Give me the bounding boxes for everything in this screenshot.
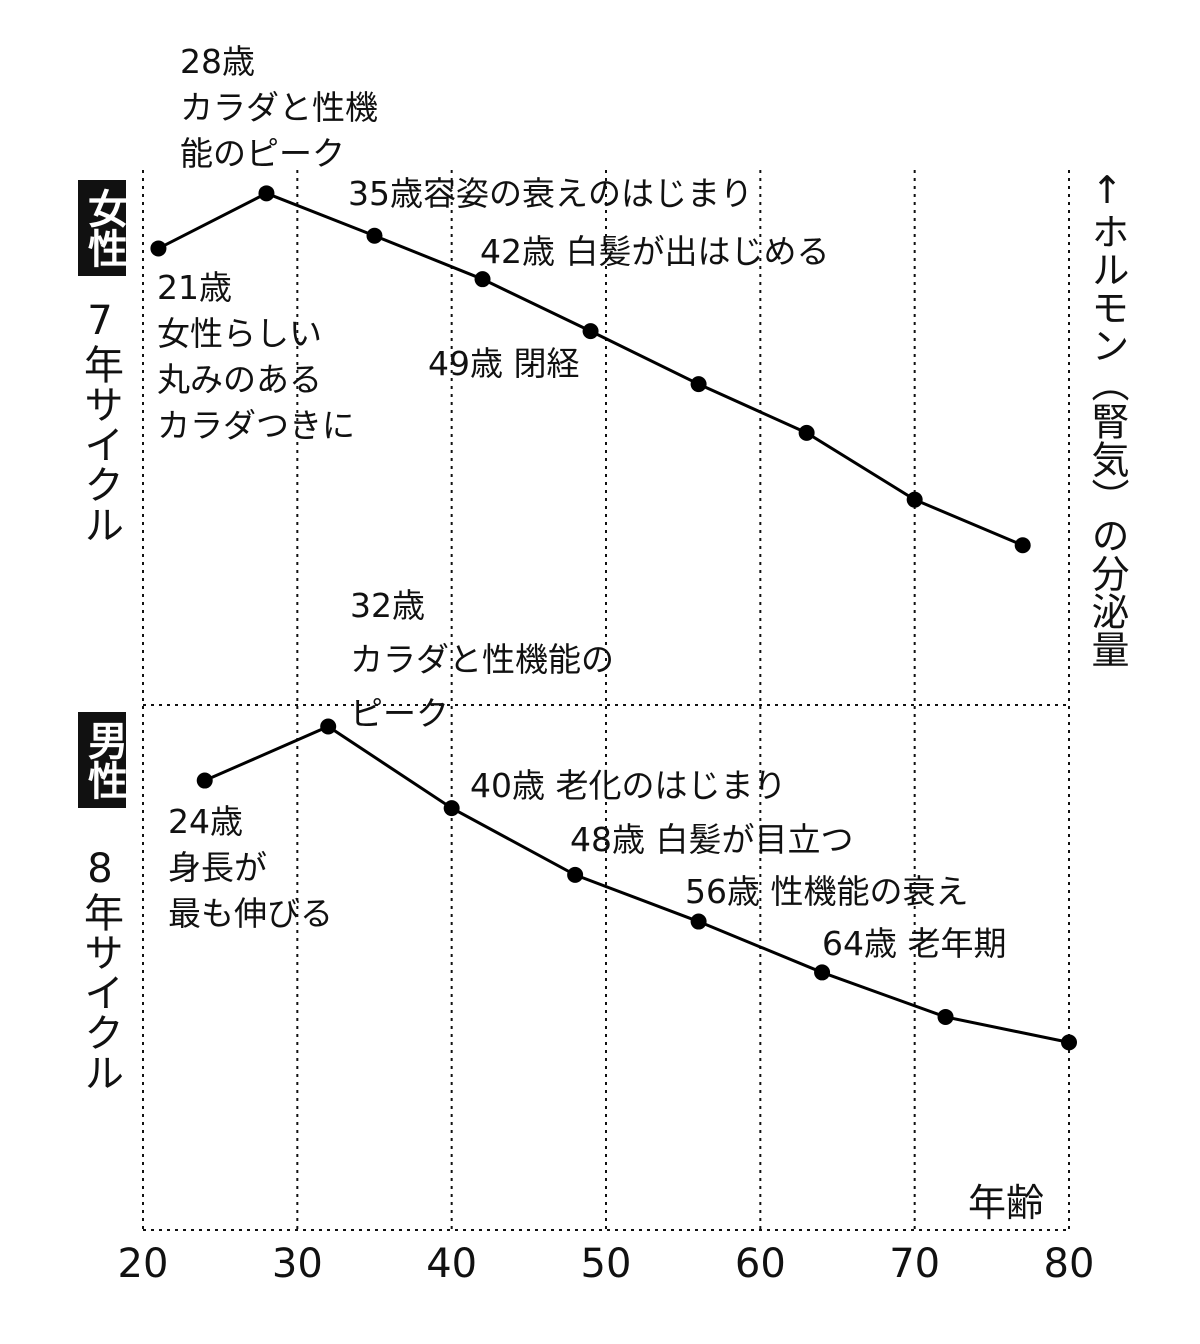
annotation: 丸みのある xyxy=(157,360,322,399)
annotation: 40歳 老化のはじまり xyxy=(470,766,786,805)
x-tick-label: 50 xyxy=(581,1241,632,1287)
data-point xyxy=(443,800,460,817)
data-point xyxy=(258,185,275,202)
annotation: 能のピーク xyxy=(180,134,345,173)
x-tick-label: 20 xyxy=(118,1241,169,1287)
annotation: 42歳 白髪が出はじめる xyxy=(480,232,829,271)
annotation: 49歳 閉経 xyxy=(428,344,579,383)
y-axis-label: ↑ホルモン（腎気）の分泌量 xyxy=(1085,168,1129,668)
x-tick-label: 60 xyxy=(735,1241,786,1287)
data-point xyxy=(196,772,213,789)
annotation: カラダつきに xyxy=(157,406,355,445)
data-point xyxy=(690,913,707,930)
cycle-label: 7年サイクル xyxy=(77,298,123,544)
annotation: 32歳 xyxy=(350,586,425,625)
annotation: 21歳 xyxy=(157,268,232,307)
annotation: 最も伸びる xyxy=(168,894,333,933)
annotation: ピーク xyxy=(350,694,449,733)
annotation: 女性らしい xyxy=(157,314,322,353)
annotation: 56歳 性機能の衰え xyxy=(685,872,968,911)
annotation: カラダと性機 xyxy=(180,88,378,127)
annotation: 35歳容姿の衰えのはじまり xyxy=(348,174,753,213)
x-tick-label: 70 xyxy=(889,1241,940,1287)
annotation: 24歳 xyxy=(168,802,243,841)
data-point xyxy=(1061,1034,1077,1051)
data-point xyxy=(937,1008,954,1025)
series-label: 男性 xyxy=(78,712,127,808)
data-point xyxy=(798,424,815,441)
series-label: 女性 xyxy=(78,180,127,276)
data-point xyxy=(582,323,599,340)
data-point xyxy=(690,376,707,393)
x-tick-label: 80 xyxy=(1044,1241,1095,1287)
x-tick-label: 30 xyxy=(272,1241,323,1287)
data-point xyxy=(906,491,923,508)
x-axis-label: 年齢 xyxy=(968,1181,1045,1225)
data-point xyxy=(1014,537,1031,554)
data-point xyxy=(567,866,584,883)
annotation: 身長が xyxy=(168,848,267,887)
annotation: 48歳 白髪が目立つ xyxy=(570,820,853,859)
data-point xyxy=(320,718,337,735)
data-point xyxy=(150,240,167,257)
data-point xyxy=(814,964,831,981)
x-tick-label: 40 xyxy=(426,1241,477,1287)
data-point xyxy=(366,227,383,244)
data-point xyxy=(474,271,491,288)
annotation: 64歳 老年期 xyxy=(822,924,1006,963)
cycle-label: 8年サイクル xyxy=(77,846,123,1092)
annotation: カラダと性機能の xyxy=(350,640,614,679)
series-line xyxy=(204,724,1070,1044)
annotation: 28歳 xyxy=(180,42,255,81)
